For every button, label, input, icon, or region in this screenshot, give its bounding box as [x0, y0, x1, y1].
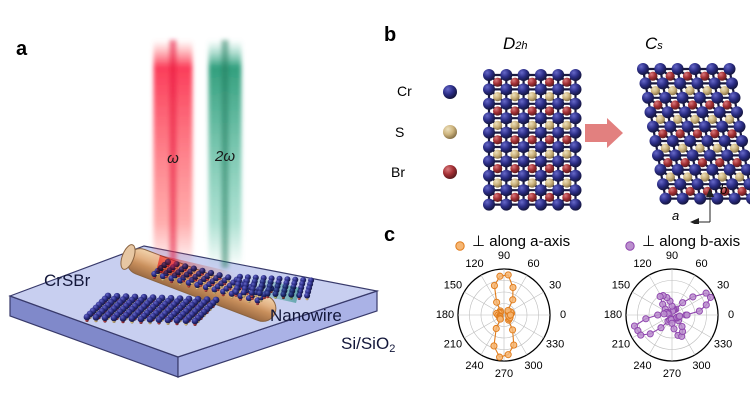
svg-text:0: 0 [560, 309, 566, 321]
svg-text:150: 150 [444, 279, 462, 291]
svg-text:90: 90 [498, 250, 510, 262]
svg-text:240: 240 [465, 360, 483, 372]
svg-text:30: 30 [717, 279, 729, 291]
svg-text:330: 330 [546, 338, 564, 350]
svg-text:330: 330 [714, 338, 732, 350]
svg-text:150: 150 [612, 279, 630, 291]
svg-text:90: 90 [666, 250, 678, 262]
svg-text:210: 210 [612, 338, 630, 350]
svg-text:270: 270 [663, 368, 681, 380]
svg-text:120: 120 [633, 258, 651, 270]
svg-text:180: 180 [436, 309, 454, 321]
svg-text:0: 0 [728, 309, 734, 321]
svg-text:240: 240 [633, 360, 651, 372]
svg-text:210: 210 [444, 338, 462, 350]
svg-text:300: 300 [524, 360, 542, 372]
svg-text:180: 180 [604, 309, 622, 321]
svg-text:30: 30 [549, 279, 561, 291]
svg-text:60: 60 [695, 258, 707, 270]
svg-text:300: 300 [692, 360, 710, 372]
svg-text:270: 270 [495, 368, 513, 380]
svg-text:60: 60 [527, 258, 539, 270]
svg-text:120: 120 [465, 258, 483, 270]
